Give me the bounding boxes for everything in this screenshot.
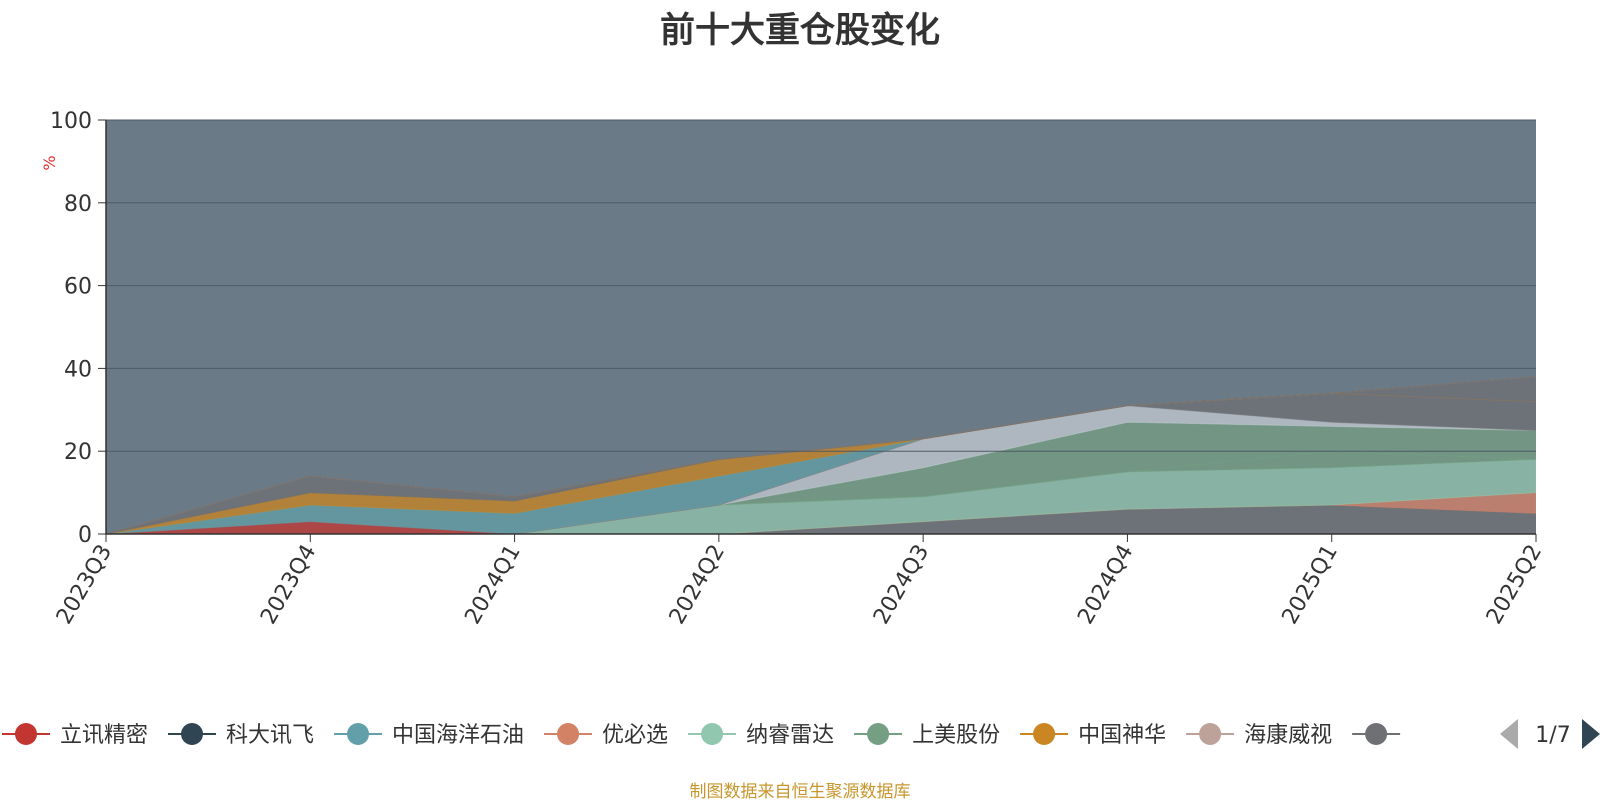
next-page-icon[interactable]: [1582, 719, 1600, 749]
legend: 立讯精密 科大讯飞 中国海洋石油 优必选 纳睿雷达 上美股份 中国神华 海康威视 1/7: [2, 719, 1600, 749]
legend-item[interactable]: 海康威视: [1186, 723, 1332, 748]
legend-item[interactable]: 优必选: [544, 723, 668, 748]
y-tick-label: 60: [64, 275, 92, 300]
legend-marker-icon: [701, 723, 724, 745]
y-tick-label: 20: [64, 440, 92, 465]
x-tick-label: 2023Q4: [256, 541, 321, 629]
legend-page-indicator: 1/7: [1535, 723, 1570, 748]
legend-item[interactable]: 中国神华: [1020, 723, 1166, 748]
area-series-14: [106, 376, 1536, 534]
x-tick-label: 2025Q1: [1278, 541, 1343, 629]
legend-marker-icon: [1365, 723, 1388, 745]
legend-marker-icon: [867, 723, 890, 745]
y-tick-label: 100: [50, 109, 92, 134]
legend-item[interactable]: 纳睿雷达: [688, 723, 834, 748]
y-tick-label: 0: [78, 523, 92, 548]
x-tick-label: 2024Q4: [1073, 541, 1138, 629]
y-tick-label: 80: [64, 192, 92, 217]
legend-item[interactable]: 立讯精密: [2, 723, 148, 748]
x-tick-label: 2024Q3: [869, 541, 934, 629]
legend-item[interactable]: 上美股份: [854, 723, 1000, 748]
legend-label: 上美股份: [912, 723, 1000, 748]
x-tick-label: 2024Q2: [665, 541, 730, 629]
legend-item[interactable]: 中国海洋石油: [334, 723, 524, 748]
x-tick-label: 2024Q1: [460, 541, 525, 629]
grid-lines: [106, 119, 1536, 452]
y-tick-label: 40: [64, 357, 92, 382]
x-tick-label: 2023Q3: [52, 541, 117, 629]
legend-label: 海康威视: [1244, 723, 1332, 748]
legend-label: 纳睿雷达: [746, 723, 834, 748]
area-series-group: [106, 376, 1536, 534]
legend-marker-icon: [1199, 723, 1222, 745]
legend-marker-icon: [181, 723, 204, 745]
y-axis-label: %: [40, 155, 59, 170]
legend-item[interactable]: 科大讯飞: [168, 723, 314, 748]
legend-pager: 1/7: [1500, 719, 1600, 749]
legend-marker-icon: [347, 723, 370, 745]
area-series-0: [106, 504, 1536, 534]
legend-item[interactable]: [1352, 723, 1401, 745]
legend-label: 中国海洋石油: [392, 723, 524, 748]
data-source-note: 制图数据来自恒生聚源数据库: [689, 782, 911, 802]
legend-marker-icon: [557, 723, 580, 745]
chart-title: 前十大重仓股变化: [659, 11, 940, 51]
legend-marker-icon: [1033, 723, 1056, 745]
x-tick-label: 2025Q2: [1482, 541, 1547, 629]
prev-page-icon[interactable]: [1500, 719, 1518, 749]
legend-marker-icon: [15, 723, 37, 745]
legend-label: 优必选: [602, 723, 668, 748]
legend-label: 立讯精密: [60, 723, 148, 748]
legend-label: 中国神华: [1078, 723, 1166, 748]
legend-label: 科大讯飞: [226, 723, 314, 748]
